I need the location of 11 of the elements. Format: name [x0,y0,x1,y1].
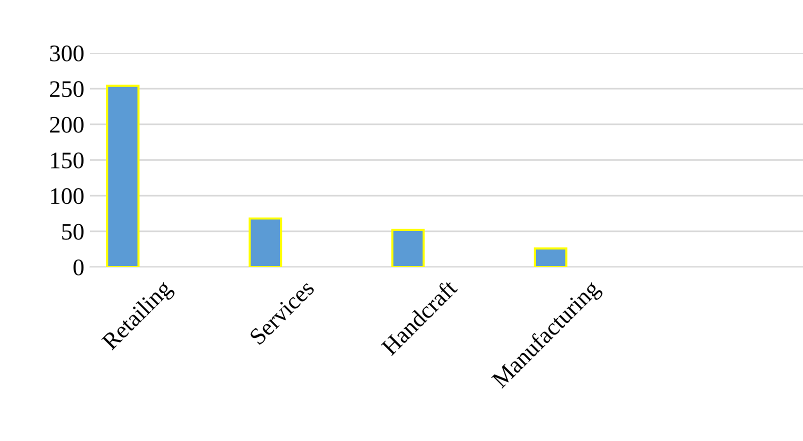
y-tick-label: 300 [50,45,84,62]
bar [534,247,568,267]
bar [248,217,282,267]
y-tick-label: 50 [62,224,84,240]
y-tick-label: 200 [50,116,84,133]
y-tick-label: 150 [51,152,84,168]
y-tick-label: 250 [50,81,84,98]
bar [106,84,140,267]
bar [391,228,425,267]
y-tick-label: 100 [51,188,84,204]
y-tick-label: 0 [74,259,84,276]
